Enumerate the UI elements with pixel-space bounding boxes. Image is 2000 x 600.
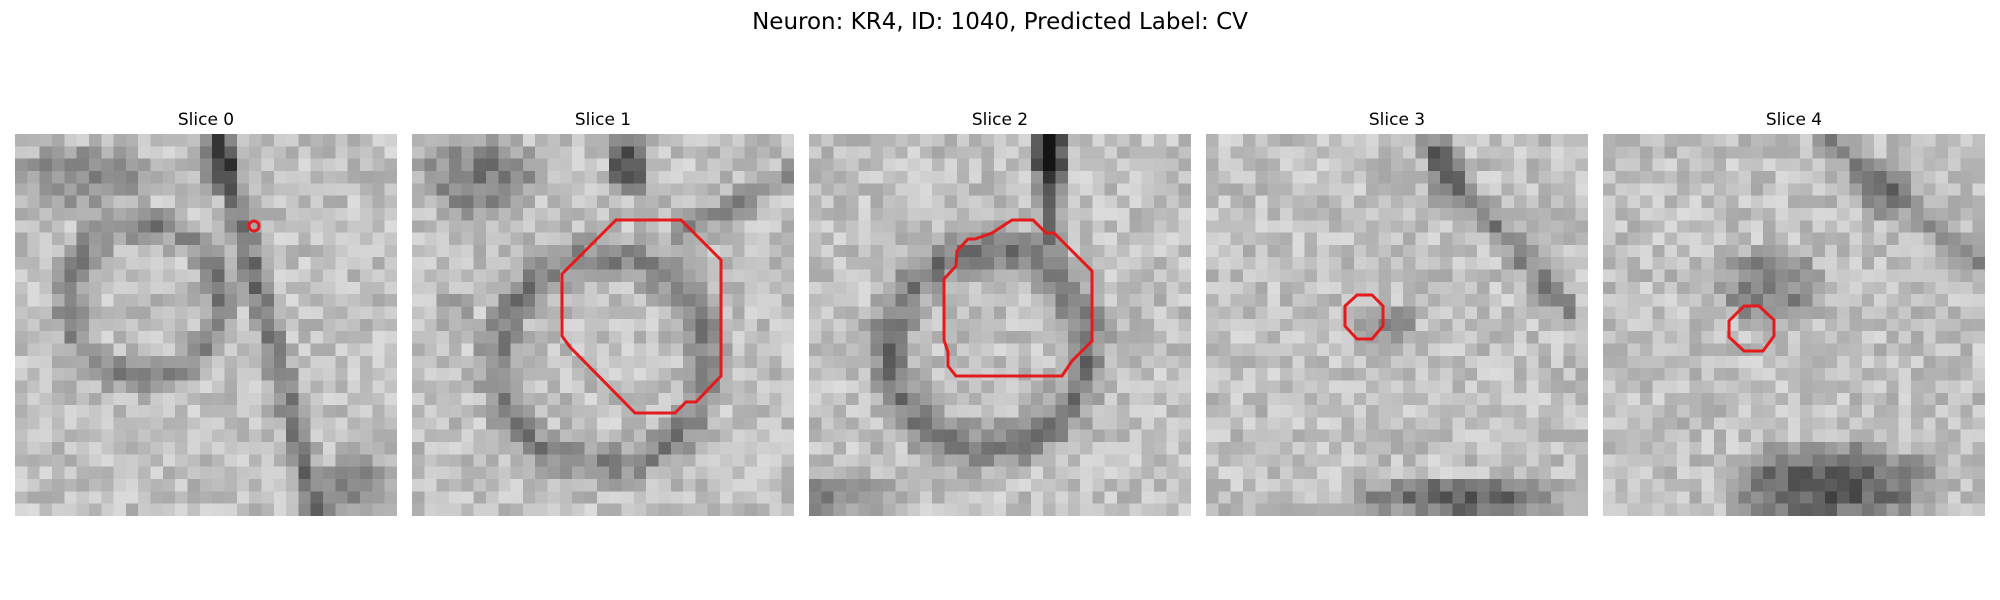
roi-contour-3 <box>1343 293 1385 341</box>
roi-contour-1 <box>560 218 723 415</box>
slice-image-0 <box>15 134 397 516</box>
slice-panel-0: Slice 0 <box>15 110 397 516</box>
slice-image-4 <box>1603 134 1985 516</box>
slice-image-1 <box>412 134 794 516</box>
slice-title-2: Slice 2 <box>971 110 1029 130</box>
slice-panel-3: Slice 3 <box>1206 110 1588 516</box>
em-image-1 <box>412 134 794 516</box>
em-image-0 <box>15 134 397 516</box>
slice-image-3 <box>1206 134 1588 516</box>
em-image-3 <box>1206 134 1588 516</box>
em-image-2 <box>809 134 1191 516</box>
em-image-4 <box>1603 134 1985 516</box>
slice-panel-2: Slice 2 <box>809 110 1191 516</box>
contour-overlay-4 <box>1727 304 1776 353</box>
roi-contour-2 <box>942 218 1094 378</box>
figure-title: Neuron: KR4, ID: 1040, Predicted Label: … <box>752 9 1248 35</box>
roi-contour-0 <box>247 219 261 233</box>
slice-panels: Slice 0 Slice 1 Slice 2 Slice 3 <box>15 110 1987 530</box>
slice-panel-4: Slice 4 <box>1603 110 1985 516</box>
slice-title-4: Slice 4 <box>1765 110 1823 130</box>
slice-title-1: Slice 1 <box>574 110 632 130</box>
slice-title-3: Slice 3 <box>1368 110 1426 130</box>
slice-image-2 <box>809 134 1191 516</box>
contour-overlay-3 <box>1343 293 1385 341</box>
slice-title-0: Slice 0 <box>177 110 235 130</box>
contour-overlay-0 <box>247 219 261 233</box>
roi-contour-4 <box>1727 304 1776 353</box>
slice-panel-1: Slice 1 <box>412 110 794 516</box>
contour-overlay-1 <box>560 218 723 415</box>
contour-overlay-2 <box>942 218 1094 378</box>
